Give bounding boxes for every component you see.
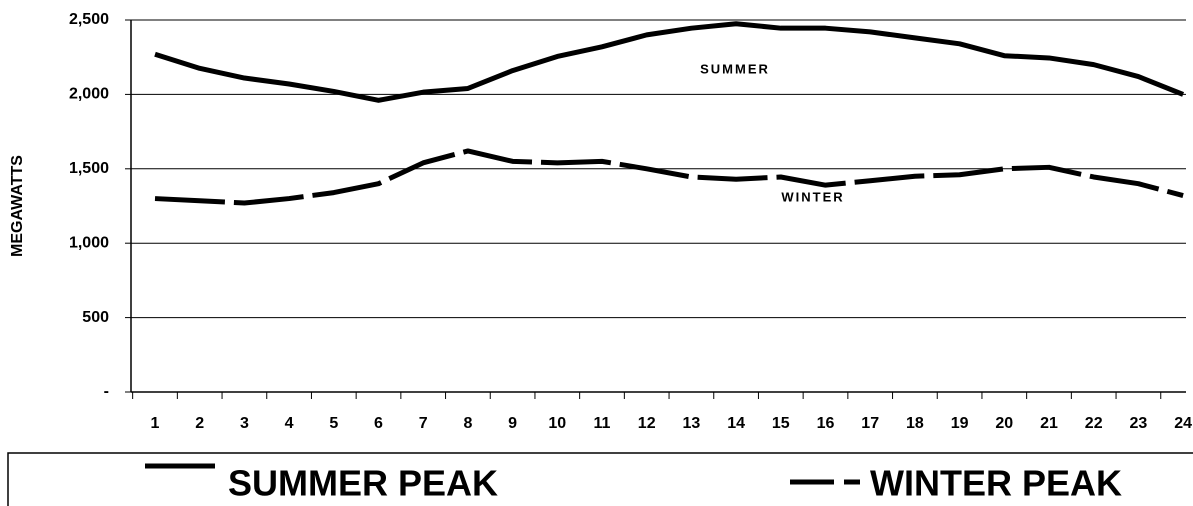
x-tick-label: 12: [638, 415, 656, 432]
x-tick-label: 21: [1040, 415, 1058, 432]
x-tick-label: 10: [548, 415, 566, 432]
legend-label: SUMMER PEAK: [228, 463, 498, 504]
y-tick-label: 1,000: [69, 234, 109, 251]
x-tick-label: 11: [594, 415, 611, 432]
x-tick-label: 9: [508, 415, 517, 432]
x-tick-label: 8: [463, 415, 472, 432]
y-tick-label: 1,500: [69, 160, 109, 177]
x-tick-label: 14: [727, 415, 745, 432]
x-tick-label: 4: [285, 415, 294, 432]
x-tick-label: 6: [374, 415, 383, 432]
x-tick-label: 22: [1085, 415, 1103, 432]
y-tick-label: 500: [82, 309, 109, 326]
x-tick-label: 23: [1130, 415, 1148, 432]
x-tick-label: 2: [195, 415, 204, 432]
series-line: [154, 148, 1184, 206]
legend-label: WINTER PEAK: [870, 463, 1122, 504]
y-tick-label: 2,500: [69, 11, 109, 28]
x-tick-label: 18: [906, 415, 924, 432]
x-tick-label: 16: [817, 415, 835, 432]
x-tick-label: 19: [951, 415, 969, 432]
x-tick-label: 3: [240, 415, 249, 432]
x-tick-label: 15: [772, 415, 790, 432]
x-tick-label: 17: [861, 415, 879, 432]
y-tick-label: -: [104, 383, 109, 400]
y-axis-label: MEGAWATTS: [9, 155, 26, 257]
x-tick-label: 13: [683, 415, 701, 432]
series-line: [154, 21, 1185, 103]
x-tick-label: 1: [151, 415, 160, 432]
y-tick-label: 2,000: [69, 86, 109, 103]
x-tick-label: 20: [995, 415, 1013, 432]
annotation: SUMMER: [700, 61, 770, 76]
legend-box: [7, 452, 1193, 506]
x-tick-label: 7: [419, 415, 428, 432]
annotation: WINTER: [781, 189, 844, 204]
x-tick-label: 24: [1174, 415, 1192, 432]
x-tick-label: 5: [329, 415, 338, 432]
